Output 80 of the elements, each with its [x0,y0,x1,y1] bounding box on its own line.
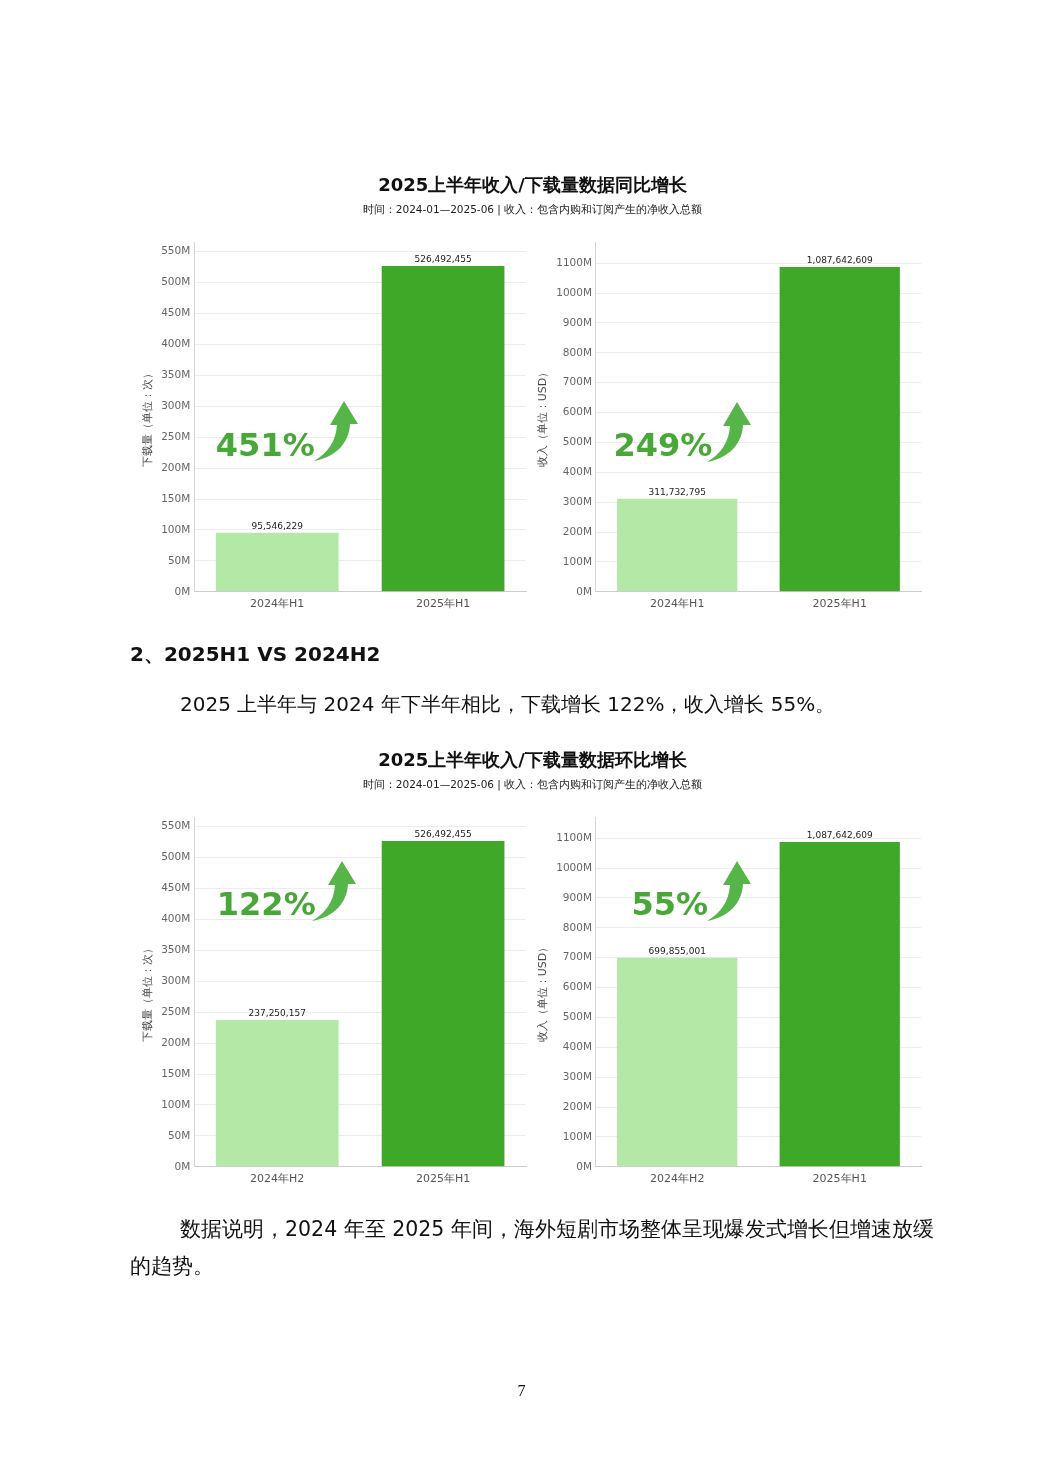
chart-subtitle: 时间：2024-01—2025-06 | 收入：包含内购和订阅产生的净收入总额 [361,202,704,216]
y-tick-label: 300M [562,1069,592,1082]
data-label: 237,250,157 [248,1007,306,1018]
y-tick-label: 150M [161,1066,191,1079]
x-tick-label: 2024年H2 [250,1172,305,1186]
y-tick-label: 150M [161,491,191,504]
data-label: 95,546,229 [251,520,304,531]
data-label: 1,087,642,609 [806,829,873,840]
data-label: 1,087,642,609 [806,254,873,265]
y-tick-label: 250M [161,1004,191,1017]
y-axis-title: 下载量（单位：次） [141,942,155,1042]
text: 7 [516,1381,527,1401]
data-label: 311,732,795 [648,486,706,497]
y-axis-title: 收入（单位：USD） [536,366,550,468]
data-label: 526,492,455 [414,253,472,264]
y-tick-label: 50M [167,553,191,566]
y-tick-label: 100M [562,1129,592,1142]
annotation: 249% [613,426,713,464]
y-tick-label: 800M [562,345,592,358]
y-tick-label: 0M [576,584,592,597]
y-tick-label: 300M [562,494,592,507]
y-tick-label: 500M [161,275,191,288]
y-tick-label: 600M [562,980,592,993]
chart-title: 2025上半年收入/下载量数据环比增长 [377,749,688,771]
data-label: 699,855,001 [648,945,706,956]
x-tick-label: 2025年H1 [415,597,471,611]
text: 2025 上半年与 2024 年下半年相比，下载增长 122%，收入增长 55%。 [180,691,836,717]
y-tick-label: 300M [161,398,191,411]
y-tick-label: 100M [161,1097,191,1110]
y-tick-label: 1000M [556,860,592,873]
y-tick-label: 400M [562,465,592,478]
chart-subtitle: 时间：2024-01—2025-06 | 收入：包含内购和订阅产生的净收入总额 [361,777,704,791]
x-tick-label: 2025年H1 [812,1172,867,1186]
y-tick-label: 500M [161,850,191,863]
y-tick-label: 0M [174,1159,191,1172]
y-tick-label: 400M [562,1040,592,1053]
y-tick-label: 1100M [556,830,592,843]
y-tick-label: 550M [161,244,191,257]
data-label: 526,492,455 [414,828,472,839]
y-tick-label: 50M [167,1128,191,1141]
y-tick-label: 450M [161,306,191,319]
y-tick-label: 900M [562,890,592,903]
y-tick-label: 500M [562,435,592,448]
y-tick-label: 100M [562,554,592,567]
chart-title: 2025上半年收入/下载量数据同比增长 [377,174,688,196]
y-tick-label: 200M [562,524,592,537]
y-tick-label: 250M [161,429,191,442]
y-tick-label: 1000M [556,285,592,298]
annotation: 122% [216,884,316,923]
y-tick-label: 800M [562,920,592,933]
y-tick-label: 200M [562,1099,592,1112]
y-tick-label: 100M [161,522,191,535]
y-tick-label: 600M [562,405,592,418]
x-tick-label: 2025年H1 [415,1172,471,1186]
y-axis-title: 下载量（单位：次） [141,367,155,467]
y-tick-label: 300M [161,973,191,986]
y-axis-title: 收入（单位：USD） [536,941,550,1043]
y-tick-label: 350M [161,943,191,956]
y-tick-label: 0M [174,584,191,597]
text: 2、2025H1 VS 2024H2 [130,641,381,667]
y-tick-label: 900M [562,315,592,328]
x-tick-label: 2025年H1 [812,597,867,611]
x-tick-label: 2024年H1 [250,597,305,611]
x-tick-label: 2024年H2 [650,1172,705,1186]
y-tick-label: 200M [161,1035,191,1048]
y-tick-label: 0M [576,1159,592,1172]
y-tick-label: 400M [161,912,191,925]
y-tick-label: 700M [562,950,592,963]
y-tick-label: 1100M [556,255,592,268]
y-tick-label: 550M [161,819,191,832]
y-tick-label: 450M [161,881,191,894]
text: 数据说明，2024 年至 2025 年间，海外短剧市场整体呈现爆发式增长但增速放缓的趋势。 [130,1216,935,1280]
y-tick-label: 400M [161,337,191,350]
annotation: 55% [631,884,709,923]
y-tick-label: 700M [562,375,592,388]
x-tick-label: 2024年H1 [650,597,705,611]
y-tick-label: 500M [562,1010,592,1023]
y-tick-label: 350M [161,368,191,381]
y-tick-label: 200M [161,460,191,473]
annotation: 451% [215,426,315,464]
